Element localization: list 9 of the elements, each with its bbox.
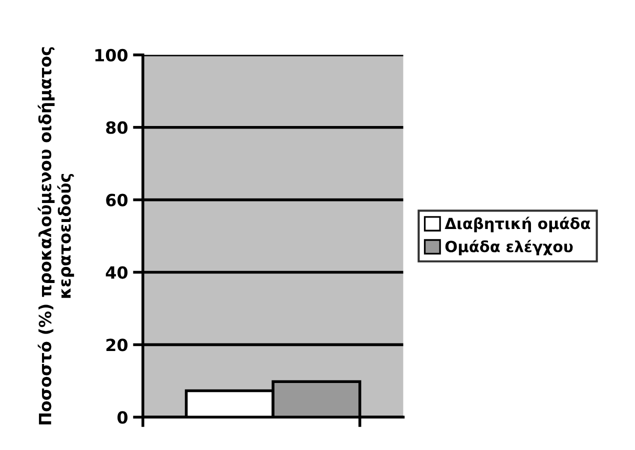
y-tick-label: 80 <box>106 121 128 134</box>
y-tick-label: 40 <box>106 266 128 279</box>
y-tick-label: 100 <box>95 48 128 62</box>
y-tick-label: 60 <box>106 194 128 206</box>
y-axis-title: Ποσοστό (%) προκαλούμενου οιδήματος κερατοειδούς <box>38 47 74 424</box>
y-tick-label: 0 <box>117 411 128 424</box>
legend-label: Ομάδα ελέγχου <box>445 240 573 256</box>
y-tick-label: 20 <box>106 338 128 352</box>
legend-label: Διαβητική ομάδα <box>444 216 590 232</box>
